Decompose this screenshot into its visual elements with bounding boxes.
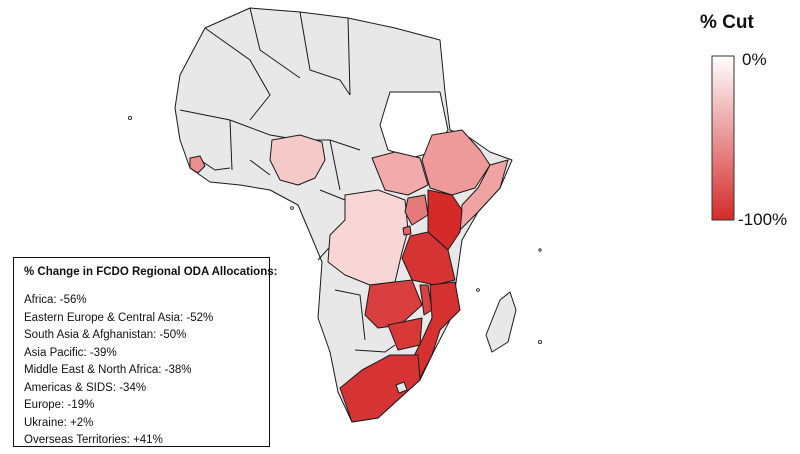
island-comoros xyxy=(476,288,480,292)
country-madagascar xyxy=(485,291,517,353)
country-zambia xyxy=(364,279,423,329)
legend-bottom-label: -100% xyxy=(738,210,788,229)
info-line-overseas-territories: Overseas Territories: +41% xyxy=(24,434,163,446)
info-line-africa: Africa: -56% xyxy=(24,294,87,306)
island-seychelles xyxy=(538,248,542,252)
info-line-middle-east: Middle East & North Africa: -38% xyxy=(24,364,192,376)
country-lesotho xyxy=(395,381,408,394)
info-line-south-asia: South Asia & Afghanistan: -50% xyxy=(24,329,187,341)
country-nigeria xyxy=(269,134,326,186)
country-uganda xyxy=(404,194,429,226)
country-south-africa xyxy=(339,354,421,423)
legend-gradient-bar xyxy=(711,55,735,221)
legend-top-label: 0% xyxy=(742,50,767,69)
country-somalia xyxy=(459,159,509,231)
info-line-americas: Americas & SIDS: -34% xyxy=(24,381,147,394)
legend-title: % Cut xyxy=(700,12,754,33)
info-line-europe: Europe: -19% xyxy=(24,399,95,411)
info-line-ukraine: Ukraine: +2% xyxy=(24,416,94,429)
island-mauritius xyxy=(538,339,543,344)
country-ethiopia xyxy=(421,129,491,196)
country-tanzania xyxy=(401,231,456,286)
country-mozambique xyxy=(407,281,461,379)
island-sao-tome xyxy=(290,206,294,210)
info-line-eastern-europe: Eastern Europe & Central Asia: -52% xyxy=(24,311,214,324)
country-zimbabwe xyxy=(387,317,423,351)
country-rwanda xyxy=(402,225,412,236)
info-line-asia-pacific: Asia Pacific: -39% xyxy=(24,346,117,359)
info-box-title: % Change in FCDO Regional ODA Allocation… xyxy=(24,266,278,278)
country-sierra-leone xyxy=(189,155,206,174)
regional-allocation-box: % Change in FCDO Regional ODA Allocation… xyxy=(13,257,278,447)
country-kenya xyxy=(427,189,463,251)
island-cape-verde xyxy=(127,116,132,121)
country-south-sudan xyxy=(371,151,429,196)
